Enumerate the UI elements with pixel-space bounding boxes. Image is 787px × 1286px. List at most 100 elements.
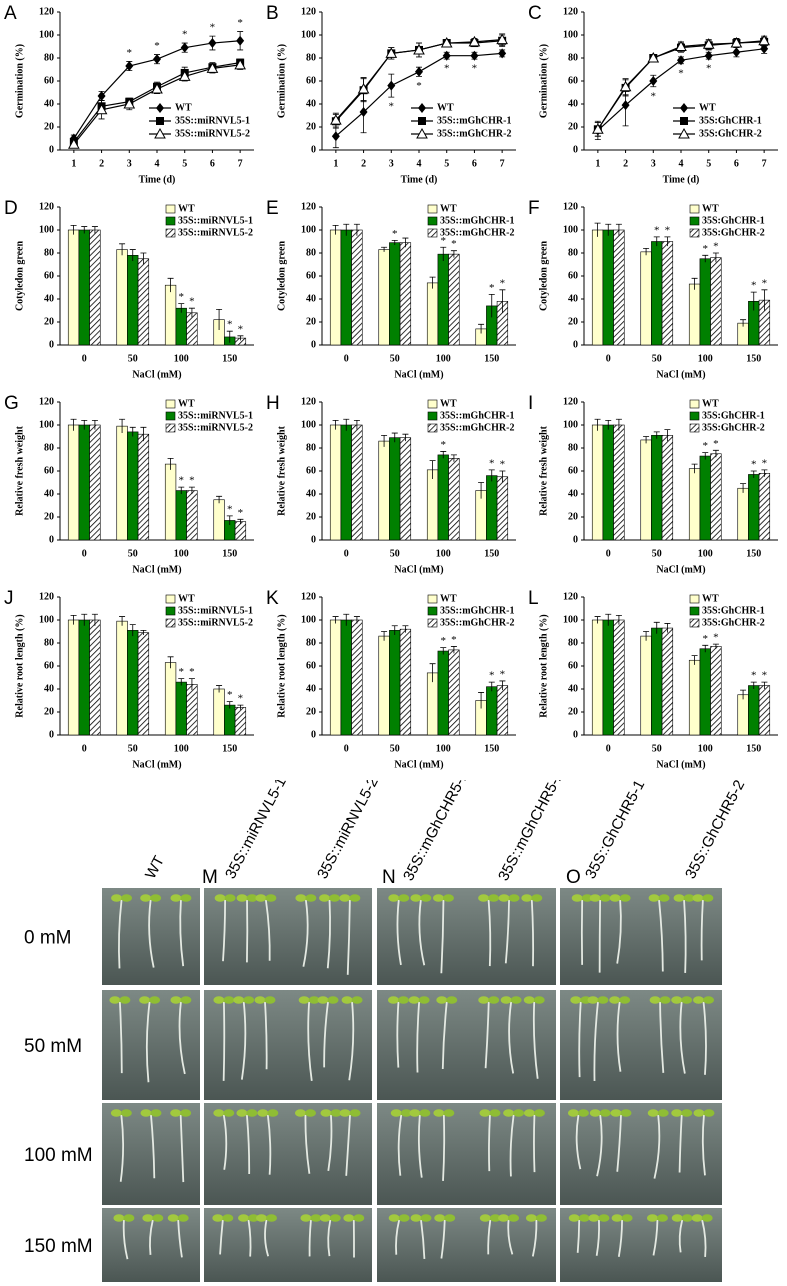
- column-label: 35S::GhCHR5-2: [682, 780, 748, 882]
- x-axis-label: NaCl (mM): [394, 759, 443, 770]
- error-bar: [429, 663, 436, 683]
- error-bar: [81, 226, 88, 234]
- cotyledon: [265, 894, 277, 902]
- chart-panel: B Germination (%) Time (d) 0 20 40 60 80 100 120 1…: [266, 3, 516, 185]
- y-tick-label: 60: [568, 660, 578, 671]
- significance: *: [762, 457, 768, 469]
- significance: *: [751, 280, 757, 292]
- cotyledon: [329, 894, 341, 902]
- error-bar: [70, 418, 77, 431]
- x-tick-label: 3: [389, 158, 394, 169]
- y-tick-label: 20: [306, 121, 316, 132]
- bar: [340, 424, 352, 541]
- seedling-root: [533, 1114, 536, 1173]
- cotyledon: [248, 1214, 260, 1222]
- seedling-root: [264, 1001, 268, 1070]
- x-tick-label: 0: [82, 548, 87, 559]
- seedling-root: [593, 1001, 599, 1082]
- y-tick-label: 0: [49, 729, 54, 740]
- x-tick-label: 100: [174, 743, 189, 754]
- cotyledon: [692, 894, 704, 902]
- seedling-root: [148, 899, 155, 968]
- cotyledon: [233, 996, 245, 1004]
- cotyledon: [598, 1214, 610, 1222]
- error-bar: [119, 616, 126, 626]
- cotyledon: [478, 894, 490, 902]
- cotyledon: [409, 1109, 421, 1117]
- cotyledon: [214, 894, 226, 902]
- column-label: 35S::miRNVL5-1: [222, 780, 290, 882]
- legend-label: WT: [175, 102, 192, 113]
- cotyledon: [673, 894, 685, 902]
- x-tick-label: 150: [222, 548, 237, 559]
- seedling-root: [531, 1219, 538, 1257]
- seedling-root: [348, 1001, 355, 1081]
- error-bar: [429, 276, 436, 289]
- y-tick-label: 20: [568, 121, 578, 132]
- error-bar: [643, 436, 650, 444]
- seedling-root: [397, 1114, 403, 1176]
- cotyledon: [246, 1109, 258, 1117]
- seedling-root: [484, 1001, 490, 1069]
- y-axis-label: Relative fresh weight: [14, 425, 25, 515]
- significance: *: [154, 40, 160, 52]
- bar: [651, 627, 663, 736]
- legend-swatch: [427, 423, 438, 433]
- seedling-root: [145, 1001, 151, 1083]
- significance: *: [703, 633, 709, 645]
- bar: [116, 249, 128, 346]
- seedling-root: [396, 1001, 400, 1068]
- cotyledon: [659, 996, 671, 1004]
- chart-panel: F Cotyledon green NaCl (mM) 0 20 40 60 80 100 120…: [528, 198, 778, 380]
- significance: *: [451, 238, 457, 250]
- cotyledon: [599, 1109, 611, 1117]
- cotyledon: [177, 1214, 189, 1222]
- photo: [377, 990, 556, 1100]
- x-tick-label: 0: [606, 743, 611, 754]
- cotyledon: [170, 996, 182, 1004]
- legend-label: 35S::miRNVL5-1: [178, 605, 253, 616]
- error-bar: [712, 449, 719, 458]
- marker: [357, 83, 370, 94]
- photo: [560, 888, 722, 985]
- y-tick-label: 40: [568, 683, 578, 694]
- cotyledon: [503, 1109, 515, 1117]
- legend-swatch: [165, 216, 176, 226]
- error-bar: [167, 277, 174, 293]
- cotyledon: [265, 1214, 277, 1222]
- chart-panel: I Relative fresh weight NaCl (mM) 0 20 40 60 80…: [528, 393, 778, 575]
- cotyledon: [508, 894, 520, 902]
- legend-label: WT: [178, 203, 195, 214]
- marker: [234, 58, 246, 70]
- error-bar: [691, 277, 698, 290]
- seedling-root: [700, 899, 704, 961]
- error-bar: [140, 629, 147, 635]
- error-bar: [450, 646, 457, 654]
- y-tick-label: 20: [306, 706, 316, 717]
- cotyledon: [599, 894, 611, 902]
- error-bar: [653, 236, 660, 247]
- cotyledon: [388, 894, 400, 902]
- chart-panel: H Relative fresh weight NaCl (mM) 0 20 40 60 80…: [266, 393, 516, 575]
- seedling-root: [302, 899, 309, 967]
- y-tick-label: 80: [306, 637, 316, 648]
- cotyledon: [212, 1214, 224, 1222]
- error-bar: [343, 418, 350, 431]
- marker: [418, 103, 426, 113]
- bar: [389, 242, 401, 346]
- photo-background: [204, 1103, 372, 1205]
- y-tick-label: 20: [306, 511, 316, 522]
- panel-label: H: [266, 393, 280, 414]
- significance: *: [227, 503, 233, 515]
- seedling-root: [420, 1219, 426, 1259]
- bar: [699, 258, 711, 346]
- legend-swatch: [165, 399, 176, 409]
- significance: *: [703, 243, 709, 255]
- y-tick-label: 40: [568, 293, 578, 304]
- error-bar: [402, 237, 409, 248]
- seedling-root: [701, 1219, 707, 1257]
- photo: [377, 1103, 556, 1205]
- error-bar: [119, 418, 126, 434]
- bar: [426, 282, 439, 346]
